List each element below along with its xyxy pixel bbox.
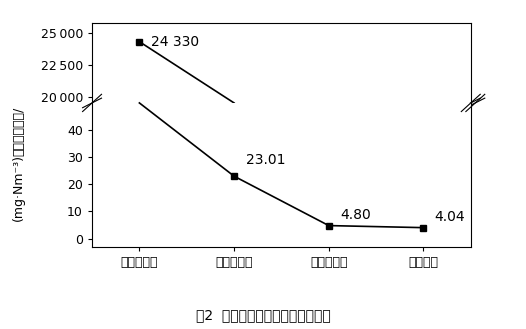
Text: (mg·Nm⁻³): (mg·Nm⁻³)	[12, 154, 25, 221]
Text: 4.04: 4.04	[435, 210, 466, 224]
Text: 图2  工程改造后不同位置烟尘浓度: 图2 工程改造后不同位置烟尘浓度	[196, 308, 330, 322]
Text: 23.01: 23.01	[246, 153, 286, 167]
Text: 4.80: 4.80	[340, 208, 371, 222]
Text: 24 330: 24 330	[151, 35, 199, 49]
Text: 烟尘排放浓度/: 烟尘排放浓度/	[12, 107, 25, 156]
